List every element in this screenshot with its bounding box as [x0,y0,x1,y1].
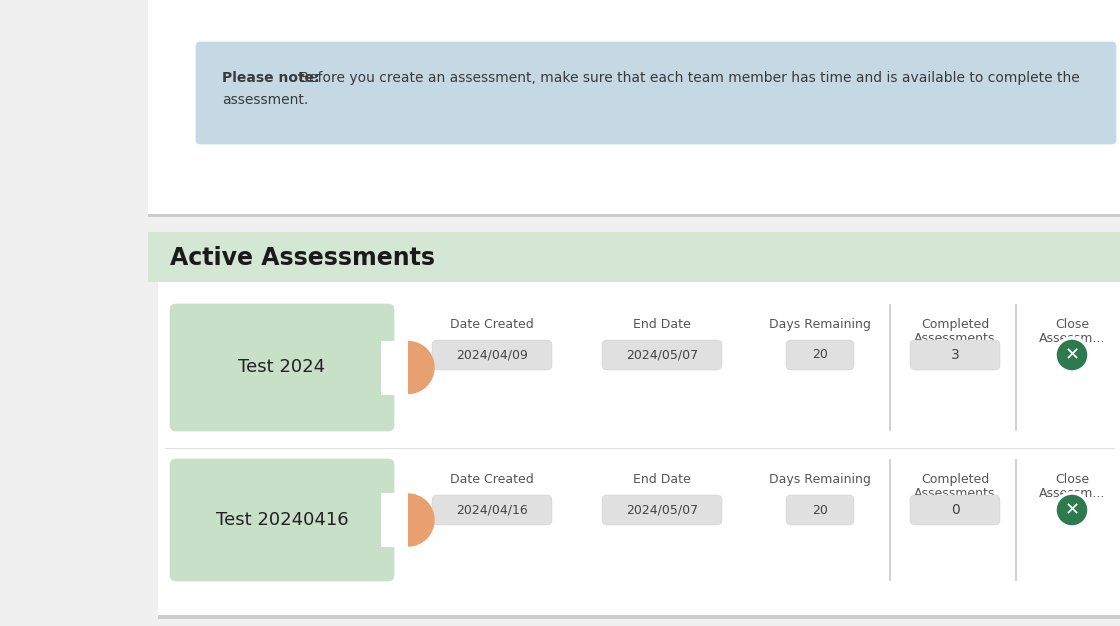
Text: Assessments: Assessments [914,487,996,500]
Text: 2024/04/09: 2024/04/09 [456,349,528,361]
Circle shape [382,494,435,546]
Bar [158,615,1120,619]
Text: Active Assessments: Active Assessments [170,246,435,270]
Bar [148,0,1120,215]
Bar [381,493,408,547]
Text: Test 20240416: Test 20240416 [216,511,348,529]
Text: ✕: ✕ [1064,501,1080,519]
Text: Days Remaining: Days Remaining [769,318,871,331]
Text: ✕: ✕ [1064,346,1080,364]
Text: End Date: End Date [633,473,691,486]
Text: Assessm...: Assessm... [1039,487,1105,500]
FancyBboxPatch shape [603,340,722,370]
FancyBboxPatch shape [196,42,1116,144]
Bar [148,232,1120,282]
Text: 0: 0 [951,503,960,517]
Circle shape [382,342,435,394]
Text: 2024/04/16: 2024/04/16 [456,503,528,516]
Text: End Date: End Date [633,318,691,331]
Text: assessment.: assessment. [222,93,308,107]
FancyBboxPatch shape [786,495,853,525]
Circle shape [1055,493,1089,527]
FancyBboxPatch shape [432,495,552,525]
Text: Please note:: Please note: [222,71,319,85]
Text: Assessm...: Assessm... [1039,332,1105,345]
Text: Completed: Completed [921,473,989,486]
Bar [165,448,1116,449]
Text: Close: Close [1055,318,1089,331]
FancyBboxPatch shape [909,340,1000,370]
Text: Assessments: Assessments [914,332,996,345]
Text: Completed: Completed [921,318,989,331]
Text: 2024/05/07: 2024/05/07 [626,503,698,516]
Text: 20: 20 [812,349,828,361]
Circle shape [1055,338,1089,372]
Text: Before you create an assessment, make sure that each team member has time and is: Before you create an assessment, make su… [295,71,1080,85]
Bar [148,214,1120,217]
Text: 20: 20 [812,503,828,516]
FancyBboxPatch shape [432,340,552,370]
Text: Test 2024: Test 2024 [239,359,326,376]
Text: 2024/05/07: 2024/05/07 [626,349,698,361]
Text: Days Remaining: Days Remaining [769,473,871,486]
FancyBboxPatch shape [786,340,853,370]
Text: 3: 3 [951,348,960,362]
FancyBboxPatch shape [170,459,394,581]
Text: Date Created: Date Created [450,473,534,486]
Bar [381,341,408,394]
Bar [158,282,1120,617]
FancyBboxPatch shape [603,495,722,525]
Text: Close: Close [1055,473,1089,486]
FancyBboxPatch shape [170,304,394,431]
Text: Date Created: Date Created [450,318,534,331]
FancyBboxPatch shape [909,495,1000,525]
